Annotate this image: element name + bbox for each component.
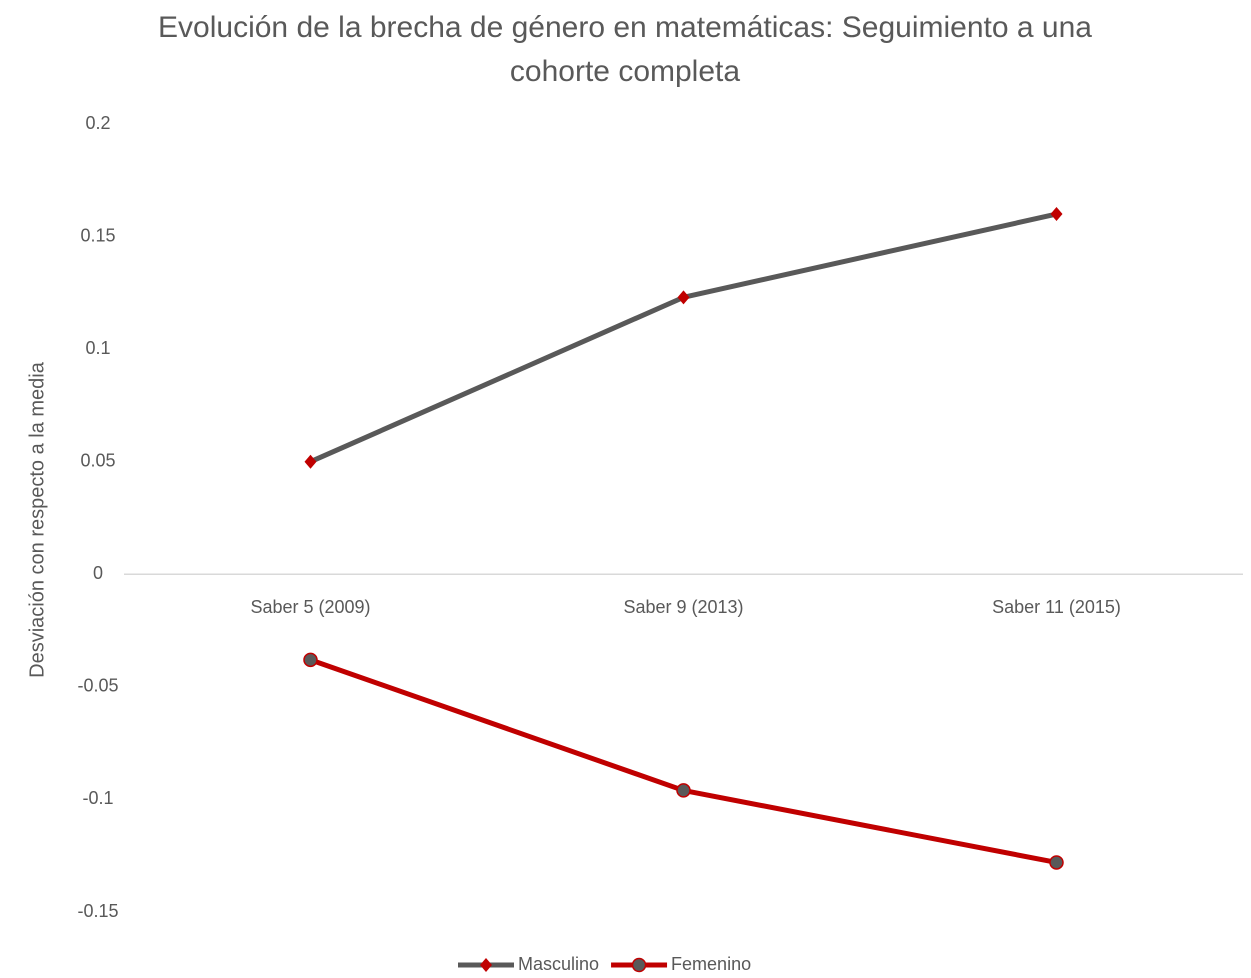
y-tick-label: -0.15 — [77, 901, 118, 921]
x-tick-label: Saber 11 (2015) — [992, 597, 1121, 617]
legend-item: Femenino — [611, 954, 751, 974]
y-tick-label: 0.1 — [85, 338, 110, 358]
marker — [480, 958, 492, 972]
y-tick-label: 0.15 — [80, 225, 115, 245]
series-line — [309, 657, 1057, 865]
y-tick-label: 0.2 — [85, 113, 110, 133]
y-tick-label: 0.05 — [80, 450, 115, 470]
marker — [1050, 207, 1063, 222]
legend-item: Masculino — [458, 954, 599, 974]
chart-title: Evolución de la brecha de género en mate… — [158, 11, 1092, 88]
y-tick-label: -0.05 — [77, 676, 118, 696]
y-tick-label: -0.1 — [82, 788, 113, 808]
marker — [676, 783, 691, 798]
y-tick-label: 0 — [93, 563, 103, 583]
y-axis-label: Desviación con respecto a la media — [26, 361, 48, 678]
marker — [1049, 855, 1064, 870]
x-tick-label: Saber 9 (2013) — [623, 597, 743, 617]
marker — [303, 652, 318, 668]
series-line — [309, 211, 1058, 465]
marker — [677, 290, 690, 305]
legend-label: Femenino — [671, 954, 751, 974]
marker — [631, 957, 647, 973]
marker — [304, 454, 317, 469]
x-tick-label: Saber 5 (2009) — [250, 597, 370, 617]
legend-label: Masculino — [518, 954, 599, 974]
